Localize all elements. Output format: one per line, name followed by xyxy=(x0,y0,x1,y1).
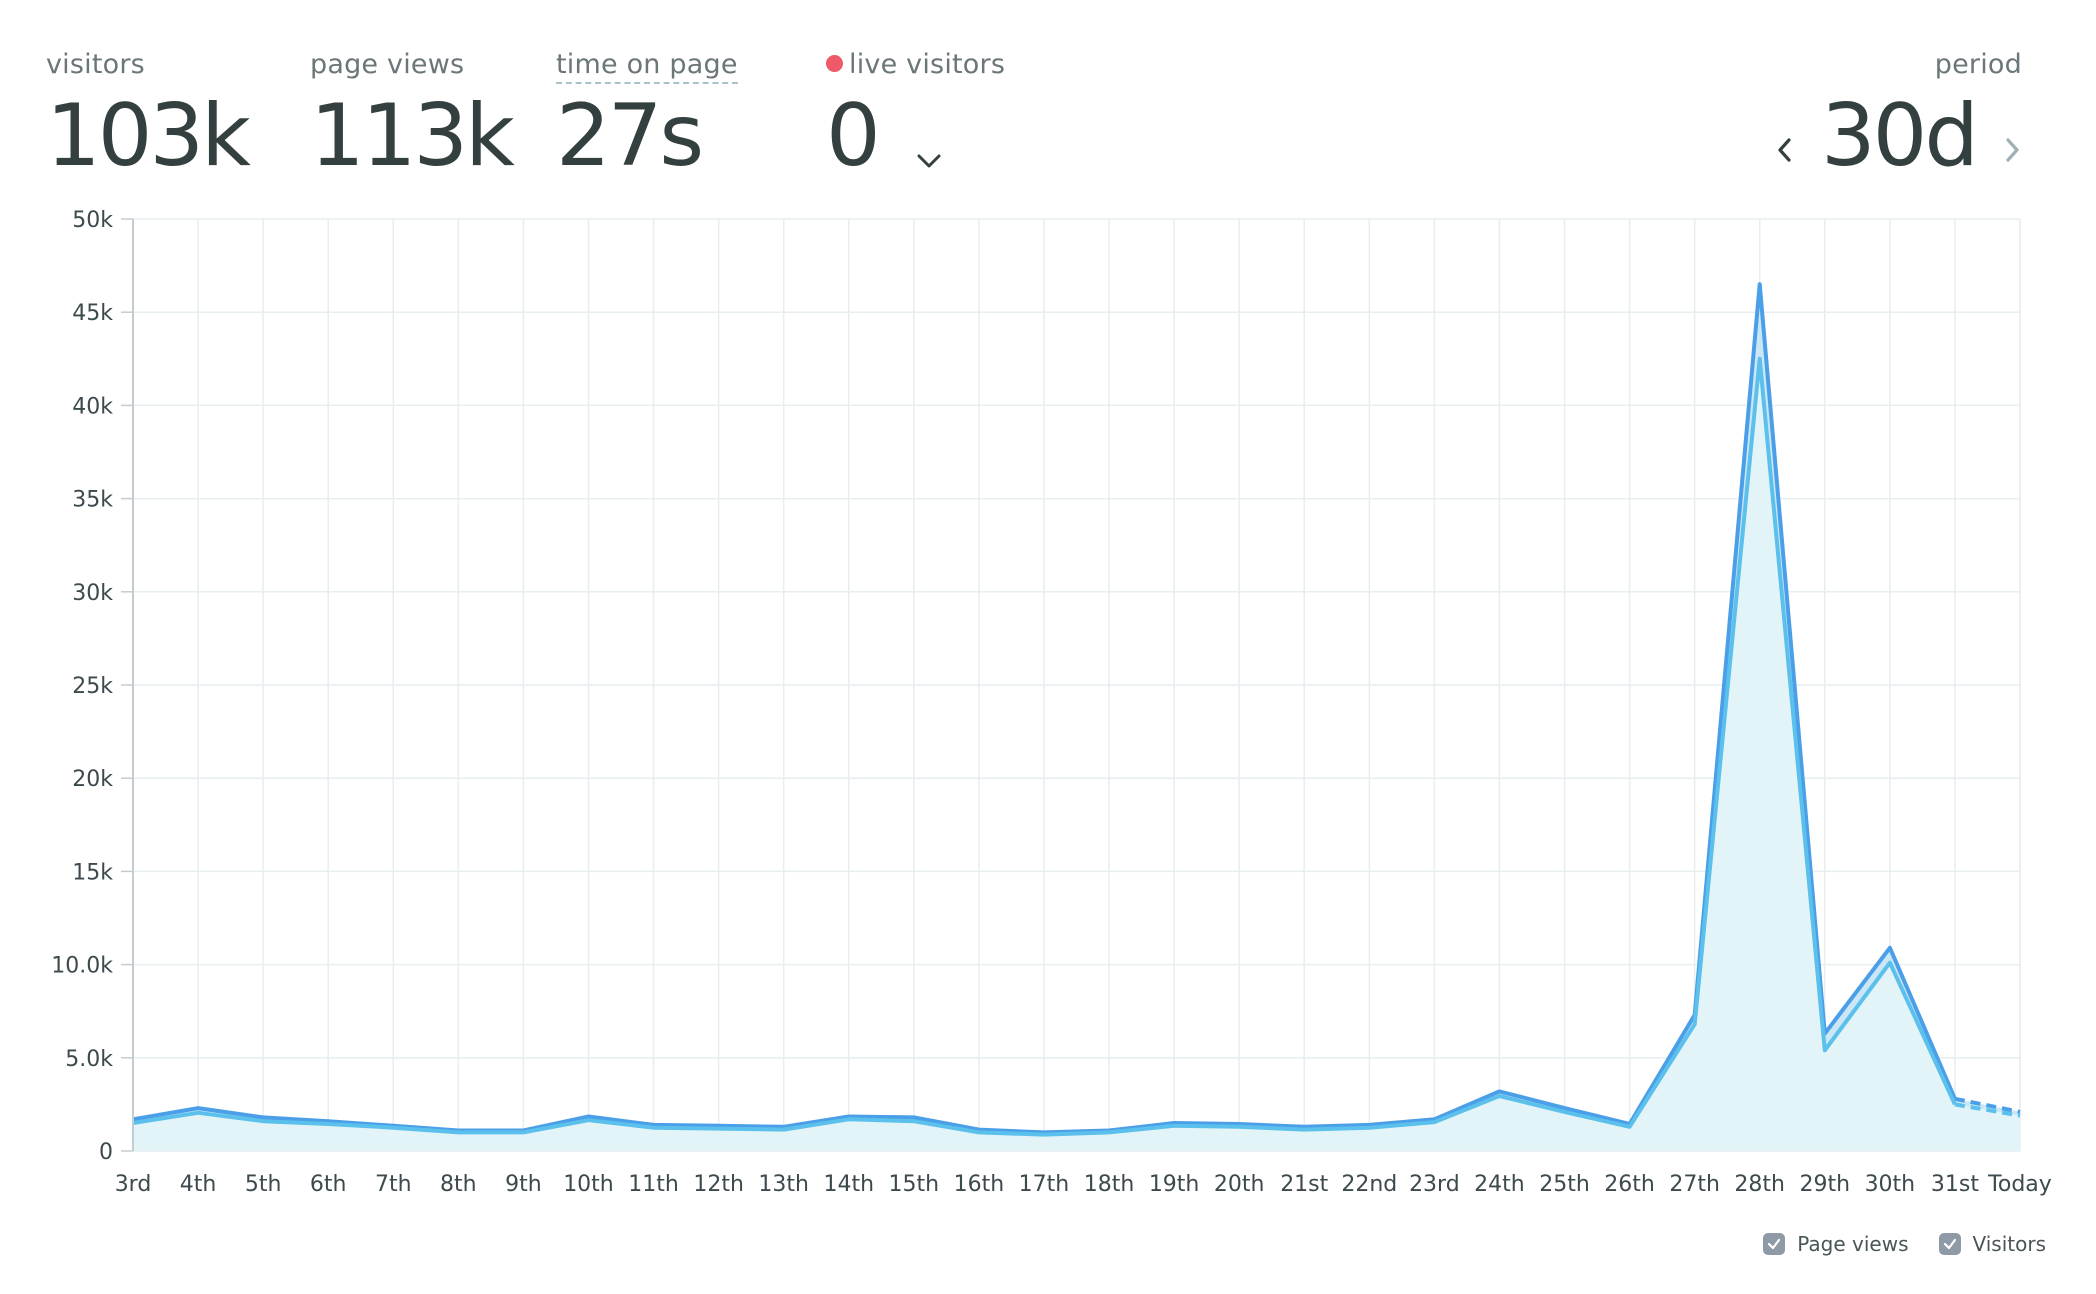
visitors-area xyxy=(133,358,2020,1151)
traffic-chart: 0 5.0k 10.0k 15k 20k 25k 30k 35k 40k 45k 50k 3rd 4t… xyxy=(51,208,2052,1197)
live-visitors-label-row: live visitors xyxy=(826,48,1005,82)
page-views-label: page views xyxy=(310,49,465,80)
x-tick-label: 14th xyxy=(823,1172,874,1197)
time-on-page-value: 27s xyxy=(556,86,704,186)
x-tick-label: 10th xyxy=(563,1172,614,1197)
time-on-page-stat[interactable]: time on page 27s xyxy=(556,48,738,186)
live-indicator-dot xyxy=(826,55,843,72)
period-label: period xyxy=(1934,49,2022,80)
time-on-page-label-wrap: time on page xyxy=(556,48,738,84)
live-visitors-value-row: 0 xyxy=(826,86,1005,192)
x-tick-label: 23rd xyxy=(1409,1172,1460,1197)
x-tick-label: 7th xyxy=(375,1172,412,1197)
y-tick-label: 40k xyxy=(72,394,113,419)
y-tick-label: 0 xyxy=(99,1140,113,1165)
period-value-row: 30d xyxy=(1775,86,2022,186)
live-visitors-stat[interactable]: live visitors 0 xyxy=(826,48,1005,192)
x-tick-label: 13th xyxy=(758,1172,809,1197)
period-stat: period 30d xyxy=(1775,48,2022,186)
y-tick-label: 50k xyxy=(72,208,113,233)
legend-visitors[interactable]: Visitors xyxy=(1938,1232,2047,1256)
page-views-value: 113k xyxy=(310,86,515,186)
x-tick-label: 11th xyxy=(628,1172,679,1197)
x-tick-label: 19th xyxy=(1149,1172,1200,1197)
x-tick-label: 27th xyxy=(1669,1172,1720,1197)
legend-page-views-label: Page views xyxy=(1797,1232,1909,1256)
x-tick-label: 15th xyxy=(889,1172,940,1197)
y-tick-label: 25k xyxy=(72,674,113,699)
y-tick-label: 10.0k xyxy=(51,954,113,979)
visitors-stat[interactable]: visitors 103k xyxy=(46,48,251,186)
y-tick-label: 30k xyxy=(72,581,113,606)
x-tick-label: 22nd xyxy=(1341,1172,1397,1197)
x-tick-label: 31st xyxy=(1931,1172,1979,1197)
live-visitors-value: 0 xyxy=(826,86,881,186)
y-tick-label: 15k xyxy=(72,860,113,885)
x-tick-label: Today xyxy=(1987,1172,2052,1197)
page-views-stat[interactable]: page views 113k xyxy=(310,48,515,186)
x-tick-label: 12th xyxy=(693,1172,744,1197)
visitors-line-partial xyxy=(1954,1102,2021,1118)
legend-page-views[interactable]: Page views xyxy=(1763,1232,1909,1256)
time-on-page-label[interactable]: time on page xyxy=(556,49,738,84)
visitors-line xyxy=(132,356,1957,1137)
y-tick-label: 20k xyxy=(72,767,113,792)
chevron-down-icon[interactable] xyxy=(916,92,942,192)
x-tick-label: 24th xyxy=(1474,1172,1525,1197)
visitors-label: visitors xyxy=(46,49,145,80)
x-tick-label: 9th xyxy=(505,1172,542,1197)
chart-legend: Page views Visitors xyxy=(1763,1232,2046,1256)
x-tick-label: 30th xyxy=(1865,1172,1916,1197)
live-visitors-label: live visitors xyxy=(849,49,1006,80)
x-tick-label: 8th xyxy=(440,1172,477,1197)
y-axis-ticks: 0 5.0k 10.0k 15k 20k 25k 30k 35k 40k 45k 50k xyxy=(51,208,113,1165)
x-tick-label: 17th xyxy=(1019,1172,1070,1197)
period-value[interactable]: 30d xyxy=(1820,86,1979,186)
x-axis-ticks: 3rd 4th 5th 6th 7th 8th 9th 10th 11th 12th 13th 14t… xyxy=(115,1172,2052,1197)
x-tick-label: 25th xyxy=(1539,1172,1590,1197)
x-tick-label: 20th xyxy=(1214,1172,1265,1197)
x-tick-label: 26th xyxy=(1604,1172,1655,1197)
x-tick-label: 16th xyxy=(954,1172,1005,1197)
x-tick-label: 3rd xyxy=(115,1172,152,1197)
x-tick-label: 6th xyxy=(310,1172,347,1197)
y-tick-label: 45k xyxy=(72,301,113,326)
visitors-value: 103k xyxy=(46,86,251,186)
y-tick-label: 35k xyxy=(72,488,113,513)
y-tick-label: 5.0k xyxy=(65,1047,113,1072)
x-tick-label: 5th xyxy=(245,1172,282,1197)
chevron-left-icon[interactable] xyxy=(1775,86,1795,186)
x-tick-label: 28th xyxy=(1734,1172,1785,1197)
legend-visitors-label: Visitors xyxy=(1972,1232,2047,1256)
checkbox-icon[interactable] xyxy=(1938,1233,1961,1255)
chevron-right-icon[interactable] xyxy=(2002,86,2022,186)
x-tick-label: 4th xyxy=(180,1172,217,1197)
x-tick-label: 29th xyxy=(1800,1172,1851,1197)
x-tick-label: 18th xyxy=(1084,1172,1135,1197)
page-views-line-partial xyxy=(1954,1096,2021,1114)
checkbox-icon[interactable] xyxy=(1763,1233,1786,1255)
x-tick-label: 21st xyxy=(1280,1172,1328,1197)
